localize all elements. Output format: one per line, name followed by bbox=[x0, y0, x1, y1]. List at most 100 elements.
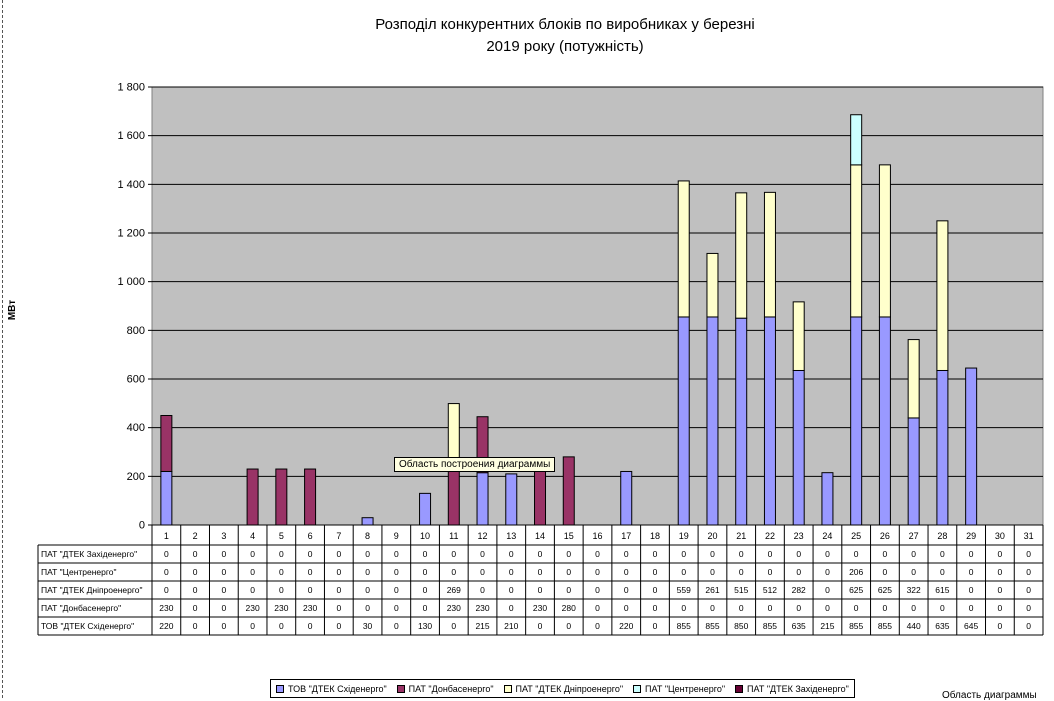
table-row-label: ПАТ "Центренерго" bbox=[41, 567, 117, 577]
bar-segment-4-day-25 bbox=[850, 114, 863, 166]
legend-item[interactable]: ТОВ "ДТЕК Східенерго" bbox=[276, 684, 387, 694]
table-row-label: ПАТ "Донбасенерго" bbox=[41, 603, 121, 613]
table-cell: 0 bbox=[998, 549, 1003, 559]
x-tick-label: 2 bbox=[193, 531, 198, 541]
x-tick-label: 7 bbox=[336, 531, 341, 541]
table-cell: 0 bbox=[595, 621, 600, 631]
table-cell: 0 bbox=[451, 549, 456, 559]
y-tick-label: 0 bbox=[139, 520, 145, 532]
table-cell: 855 bbox=[878, 621, 892, 631]
bar-segment-3-day-22 bbox=[763, 191, 776, 318]
legend-item[interactable]: ПАТ "Донбасенерго" bbox=[396, 684, 494, 694]
x-tick-label: 16 bbox=[592, 531, 602, 541]
x-tick-label: 1 bbox=[164, 531, 169, 541]
table-cell: 0 bbox=[221, 567, 226, 577]
table-cell: 269 bbox=[447, 585, 461, 595]
table-cell: 0 bbox=[250, 549, 255, 559]
bar-segment-2-day-4 bbox=[246, 468, 259, 526]
table-cell: 0 bbox=[423, 585, 428, 595]
table-cell: 0 bbox=[394, 621, 399, 631]
table-cell: 0 bbox=[394, 585, 399, 595]
table-cell: 0 bbox=[308, 567, 313, 577]
table-cell: 0 bbox=[221, 549, 226, 559]
legend-item[interactable]: ПАТ "ДТЕК Західенерго" bbox=[735, 684, 849, 694]
y-tick-label: 200 bbox=[127, 471, 145, 483]
table-cell: 220 bbox=[619, 621, 633, 631]
bar-segment-2-day-6 bbox=[304, 468, 317, 526]
table-cell: 0 bbox=[998, 603, 1003, 613]
table-cell: 0 bbox=[653, 567, 658, 577]
table-cell: 0 bbox=[394, 603, 399, 613]
table-cell: 0 bbox=[193, 621, 198, 631]
table-cell: 0 bbox=[394, 549, 399, 559]
bar-segment-1-day-17 bbox=[620, 470, 633, 526]
table-cell: 0 bbox=[768, 603, 773, 613]
table-cell: 0 bbox=[940, 549, 945, 559]
x-tick-label: 9 bbox=[394, 531, 399, 541]
table-cell: 0 bbox=[653, 621, 658, 631]
x-tick-label: 29 bbox=[966, 531, 976, 541]
chart-legend[interactable]: ТОВ "ДТЕК Східенерго" ПАТ "Донбасенерго" П… bbox=[270, 679, 855, 698]
table-cell: 0 bbox=[710, 567, 715, 577]
bar-segment-3-day-20 bbox=[706, 252, 719, 318]
table-cell: 0 bbox=[998, 585, 1003, 595]
bar-segment-1-day-26 bbox=[878, 316, 891, 526]
table-cell: 0 bbox=[193, 603, 198, 613]
table-cell: 0 bbox=[710, 549, 715, 559]
x-tick-label: 14 bbox=[535, 531, 545, 541]
table-cell: 0 bbox=[739, 549, 744, 559]
table-cell: 0 bbox=[681, 603, 686, 613]
bar-segment-3-day-25 bbox=[850, 164, 863, 318]
table-cell: 0 bbox=[308, 549, 313, 559]
table-cell: 0 bbox=[509, 585, 514, 595]
table-cell: 230 bbox=[447, 603, 461, 613]
table-cell: 0 bbox=[1026, 549, 1031, 559]
table-cell: 0 bbox=[1026, 567, 1031, 577]
legend-item[interactable]: ПАТ "ДТЕК Дніпроенерго" bbox=[503, 684, 623, 694]
x-tick-label: 20 bbox=[707, 531, 717, 541]
table-cell: 645 bbox=[964, 621, 978, 631]
y-tick-label: 1 200 bbox=[117, 228, 145, 240]
table-cell: 0 bbox=[336, 567, 341, 577]
legend-item[interactable]: ПАТ "Центренерго" bbox=[633, 684, 725, 694]
table-cell: 0 bbox=[653, 549, 658, 559]
x-tick-label: 21 bbox=[736, 531, 746, 541]
table-cell: 0 bbox=[911, 567, 916, 577]
y-tick-label: 1 600 bbox=[117, 130, 145, 142]
bar-segment-3-day-23 bbox=[792, 301, 805, 371]
x-tick-label: 19 bbox=[679, 531, 689, 541]
table-row-label: ПАТ "ДТЕК Дніпроенерго" bbox=[41, 585, 143, 595]
table-cell: 559 bbox=[677, 585, 691, 595]
table-cell: 855 bbox=[849, 621, 863, 631]
legend-swatch bbox=[396, 684, 405, 693]
bar-segment-1-day-27 bbox=[907, 417, 920, 526]
table-cell: 0 bbox=[423, 549, 428, 559]
table-cell: 0 bbox=[969, 603, 974, 613]
table-cell: 0 bbox=[308, 585, 313, 595]
table-cell: 0 bbox=[796, 567, 801, 577]
y-tick-label: 800 bbox=[127, 325, 145, 337]
table-cell: 515 bbox=[734, 585, 748, 595]
x-tick-label: 3 bbox=[221, 531, 226, 541]
table-cell: 0 bbox=[653, 585, 658, 595]
x-tick-label: 13 bbox=[506, 531, 516, 541]
table-cell: 0 bbox=[480, 585, 485, 595]
table-cell: 635 bbox=[935, 621, 949, 631]
bar-segment-3-day-21 bbox=[735, 192, 748, 319]
table-cell: 0 bbox=[509, 567, 514, 577]
table-cell: 0 bbox=[883, 603, 888, 613]
table-cell: 0 bbox=[883, 567, 888, 577]
bar-segment-1-day-28 bbox=[936, 369, 949, 526]
table-cell: 0 bbox=[768, 567, 773, 577]
table-cell: 850 bbox=[734, 621, 748, 631]
table-cell: 0 bbox=[624, 567, 629, 577]
table-cell: 0 bbox=[164, 567, 169, 577]
table-cell: 0 bbox=[221, 585, 226, 595]
bar-segment-1-day-8 bbox=[361, 517, 374, 526]
x-tick-label: 5 bbox=[279, 531, 284, 541]
table-cell: 0 bbox=[538, 621, 543, 631]
table-cell: 0 bbox=[365, 549, 370, 559]
table-cell: 0 bbox=[825, 603, 830, 613]
table-cell: 0 bbox=[998, 567, 1003, 577]
